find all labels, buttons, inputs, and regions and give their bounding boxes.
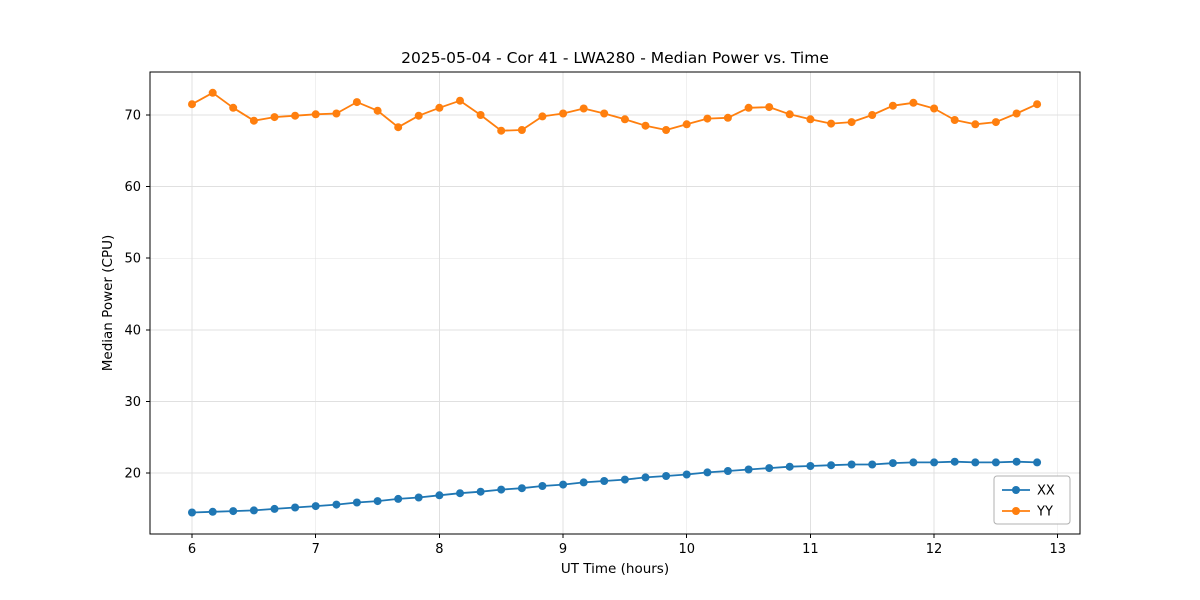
svg-text:XX: XX [1037, 484, 1055, 499]
svg-text:YY: YY [1036, 505, 1053, 520]
chart-title: 2025-05-04 - Cor 41 - LWA280 - Median Po… [401, 49, 829, 67]
svg-text:30: 30 [124, 395, 141, 410]
legend: XX YY [993, 475, 1071, 525]
axes-spines [149, 71, 1081, 535]
svg-text:11: 11 [802, 542, 819, 557]
svg-text:13: 13 [1049, 542, 1066, 557]
svg-text:70: 70 [124, 108, 141, 123]
svg-text:6: 6 [188, 542, 196, 557]
svg-text:60: 60 [124, 180, 141, 195]
svg-text:8: 8 [435, 542, 443, 557]
tick-labels: 6 7 8 9 10 11 12 13 20 30 40 50 60 70 [124, 108, 1066, 557]
grid-lines [150, 72, 1080, 534]
series-YY [188, 88, 1042, 135]
svg-text:10: 10 [678, 542, 695, 557]
svg-text:50: 50 [124, 252, 141, 267]
svg-text:9: 9 [559, 542, 567, 557]
svg-text:12: 12 [926, 542, 943, 557]
svg-text:20: 20 [124, 467, 141, 482]
tick-marks [146, 114, 1059, 538]
x-axis-label: UT Time (hours) [560, 561, 670, 577]
svg-text:40: 40 [124, 323, 141, 338]
series-XX [188, 457, 1042, 517]
svg-text:7: 7 [312, 542, 320, 557]
